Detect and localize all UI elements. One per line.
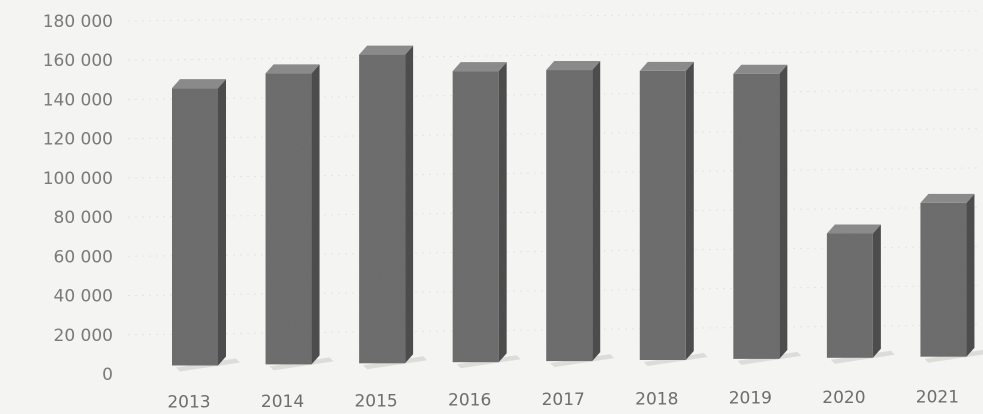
x-tick-label: 2019 (729, 389, 772, 409)
gridline (127, 49, 981, 61)
bar (265, 64, 334, 371)
bar-top-face (920, 193, 975, 203)
bar-side-face (311, 64, 320, 365)
x-tick-label: 2021 (916, 387, 959, 407)
bar-side-face (779, 64, 788, 359)
bar-side-face (592, 61, 601, 362)
bar-front-face (733, 73, 780, 359)
y-tick-label: 180 000 (43, 12, 113, 32)
bar-front-face (920, 202, 967, 357)
y-axis-ticks: 0 20 000 40 000 60 000 80 000 100 000 120 000 1… (43, 12, 113, 385)
bars (172, 45, 983, 372)
y-tick-label: 40 000 (54, 287, 113, 307)
bar-top-face (733, 64, 788, 74)
bar-side-face (405, 45, 414, 364)
x-tick-label: 2020 (822, 388, 865, 408)
x-tick-label: 2014 (261, 392, 304, 412)
y-tick-label: 20 000 (54, 326, 113, 346)
bar-front-face (452, 71, 499, 363)
bar (546, 61, 615, 368)
x-tick-label: 2016 (448, 391, 491, 411)
bar (920, 193, 983, 363)
bar-top-face (546, 61, 601, 71)
y-tick-label: 60 000 (54, 247, 113, 267)
bar-top-face (359, 45, 414, 55)
bar-side-face (498, 62, 507, 363)
bar-side-face (685, 61, 694, 360)
x-axis-ticks: 2013 2014 2015 2016 2017 2018 2019 2020 2021 (167, 387, 959, 412)
y-tick-label: 140 000 (43, 90, 113, 110)
x-tick-label: 2017 (542, 390, 585, 410)
y-tick-label: 160 000 (43, 51, 113, 71)
bar-side-face (218, 79, 226, 366)
bar-front-face (359, 54, 406, 364)
bar-top-face (265, 64, 320, 74)
bar-front-face (172, 88, 218, 366)
gridline (127, 10, 981, 22)
y-tick-label: 80 000 (54, 208, 113, 228)
bar-side-face (966, 193, 975, 357)
bar-top-face (826, 224, 881, 234)
bar (826, 224, 895, 364)
bar-front-face (265, 73, 312, 365)
bar-top-face (452, 62, 507, 72)
bar-front-face (639, 70, 686, 360)
bar (733, 64, 802, 365)
bar-top-face (172, 79, 226, 89)
bar-front-face (826, 233, 873, 358)
bar-top-face (639, 61, 694, 71)
bar (359, 45, 428, 370)
x-tick-label: 2015 (354, 391, 397, 411)
y-tick-label: 0 (102, 365, 113, 385)
y-tick-label: 100 000 (43, 169, 113, 189)
bar-side-face (872, 224, 881, 358)
bar (639, 61, 708, 366)
bar-front-face (546, 70, 593, 362)
x-tick-label: 2018 (635, 389, 678, 409)
y-tick-label: 120 000 (43, 130, 113, 150)
x-tick-label: 2013 (167, 393, 210, 413)
bar (172, 79, 240, 372)
bar (452, 62, 521, 369)
